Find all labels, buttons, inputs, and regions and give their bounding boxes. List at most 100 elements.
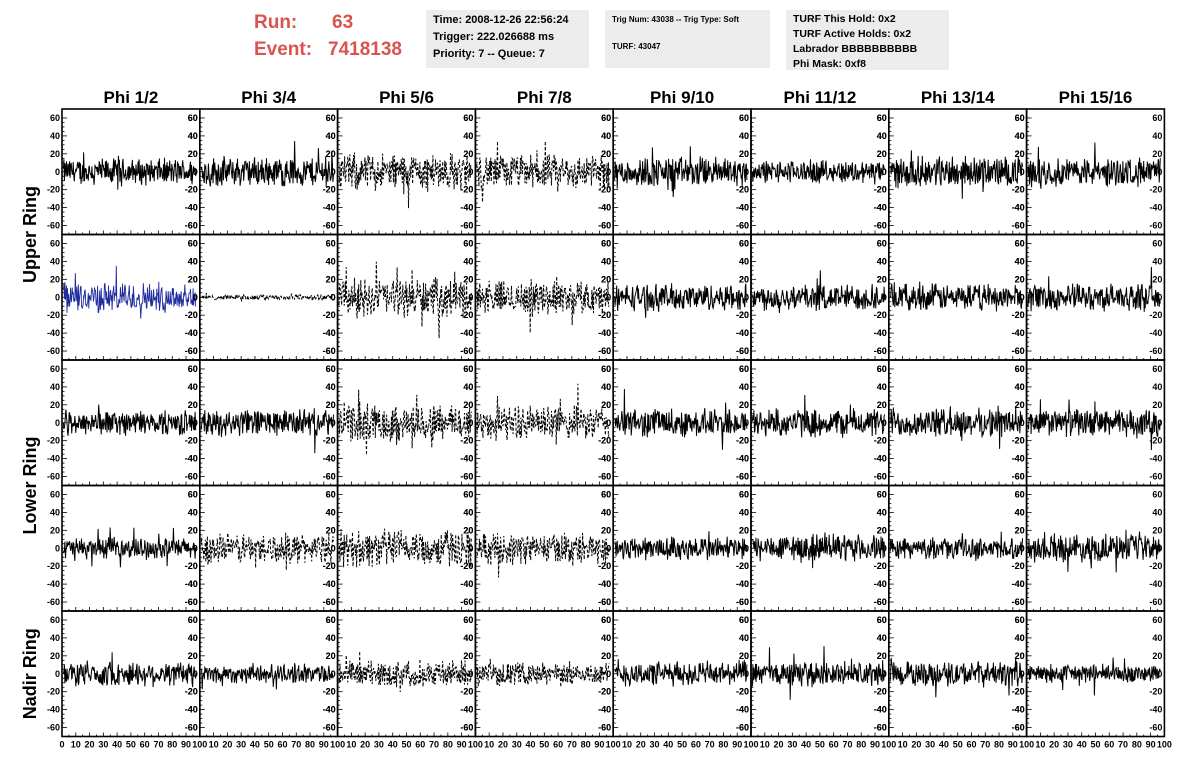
- y-tick-label: -20: [736, 310, 749, 320]
- y-tick-label-right: 20: [1015, 525, 1025, 535]
- y-tick-label-right: -60: [874, 472, 887, 482]
- y-tick-label-right: -40: [736, 328, 749, 338]
- y-tick-label: 60: [877, 113, 887, 123]
- x-tick-label: 90: [457, 740, 467, 750]
- panel-r2-c8: -60 -40 -20 0 20 40 60 -60 -40 -20 0 20 40 60: [1012, 233, 1166, 361]
- y-tick-label: 20: [50, 651, 60, 661]
- y-tick-label-right: 20: [188, 525, 198, 535]
- y-tick-label: -20: [323, 561, 336, 571]
- y-tick-label: 60: [50, 364, 60, 374]
- y-tick-label-right: -60: [1149, 346, 1162, 356]
- x-tick-label: 50: [539, 740, 549, 750]
- y-tick-label-right: 60: [601, 489, 611, 499]
- y-tick-label: 0: [1020, 543, 1025, 553]
- y-tick-label-right: -20: [460, 561, 473, 571]
- y-tick-label-right: -20: [185, 310, 198, 320]
- waveform-trace: [614, 283, 748, 318]
- turf-text: TURF: 43047: [612, 42, 661, 51]
- x-tick-label: 90: [594, 740, 604, 750]
- y-tick-label-right: 60: [326, 364, 336, 374]
- y-tick-label: -40: [47, 454, 60, 464]
- y-tick-label: -20: [736, 436, 749, 446]
- x-tick-label: 80: [856, 740, 866, 750]
- y-tick-label-right: 60: [188, 238, 198, 248]
- panel-r4-c1: -60 -40 -20 0 20 40 60 -60 -40 -20 0 20 40 60: [47, 484, 201, 612]
- y-tick-label: -60: [460, 723, 473, 733]
- y-tick-label: 60: [463, 489, 473, 499]
- y-tick-label: -40: [460, 705, 473, 715]
- y-tick-label: 20: [326, 149, 336, 159]
- y-tick-label: -20: [323, 310, 336, 320]
- y-tick-label: 40: [1015, 382, 1025, 392]
- y-tick-label-right: -20: [874, 310, 887, 320]
- y-tick-label-right: -20: [323, 561, 336, 571]
- y-tick-label-right: -40: [874, 705, 887, 715]
- y-tick-label-right: 20: [739, 525, 749, 535]
- y-tick-label: 60: [877, 489, 887, 499]
- y-tick-label: 60: [50, 489, 60, 499]
- y-tick-label-right: 40: [1152, 507, 1162, 517]
- y-tick-label-right: 40: [1015, 633, 1025, 643]
- y-tick-label-right: -40: [598, 203, 611, 213]
- y-tick-label-right: -20: [323, 310, 336, 320]
- x-tick-label: 10: [898, 740, 908, 750]
- x-tick-label: 20: [636, 740, 646, 750]
- y-tick-label: -60: [736, 346, 749, 356]
- y-tick-label-right: 20: [1015, 149, 1025, 159]
- y-tick-label-right: -40: [185, 203, 198, 213]
- y-tick-label-right: -60: [598, 723, 611, 733]
- column-header-3: Phi 5/6: [379, 88, 434, 107]
- x-tick-label: 50: [126, 740, 136, 750]
- y-tick-label-right: 60: [326, 238, 336, 248]
- event-label: Event:: [254, 39, 313, 60]
- trigger-text: Trigger: 222.026688 ms: [433, 31, 555, 43]
- y-tick-label-right: 40: [739, 507, 749, 517]
- y-tick-label-right: -40: [1149, 454, 1162, 464]
- waveform-trace: [1027, 657, 1161, 696]
- y-tick-label: 40: [188, 633, 198, 643]
- y-tick-label: 0: [1020, 292, 1025, 302]
- column-header-4: Phi 7/8: [517, 88, 572, 107]
- run-event-box: Run: 63 Event: 7418138: [248, 10, 418, 64]
- x-tick-label: 80: [305, 740, 315, 750]
- y-tick-label-right: 60: [877, 113, 887, 123]
- y-tick-label: 60: [601, 238, 611, 248]
- y-tick-label: 20: [1015, 525, 1025, 535]
- y-tick-label: 40: [877, 131, 887, 141]
- panel-r2-c6: -60 -40 -20 0 20 40 60 -60 -40 -20 0 20 40 60: [736, 233, 890, 361]
- y-tick-label: 0: [606, 669, 611, 679]
- y-tick-label-right: 0: [606, 669, 611, 679]
- x-tick-label: 100: [1019, 740, 1034, 750]
- x-tick-label: 80: [581, 740, 591, 750]
- y-tick-label: 60: [326, 238, 336, 248]
- waveform-trace: [338, 152, 472, 209]
- y-tick-label: 20: [739, 400, 749, 410]
- y-tick-label: -20: [323, 185, 336, 195]
- y-tick-label: -20: [874, 561, 887, 571]
- waveform-trace: [889, 531, 1023, 561]
- y-tick-label: -20: [460, 561, 473, 571]
- y-tick-label: -40: [460, 203, 473, 213]
- y-tick-label-right: 60: [1152, 113, 1162, 123]
- y-tick-label: -60: [598, 723, 611, 733]
- y-tick-label: -20: [874, 185, 887, 195]
- y-tick-label-right: -40: [460, 328, 473, 338]
- x-tick-label: 40: [526, 740, 536, 750]
- y-tick-label-right: -20: [323, 185, 336, 195]
- y-tick-label-right: 60: [739, 615, 749, 625]
- y-tick-label: 40: [739, 633, 749, 643]
- y-tick-label: -40: [185, 454, 198, 464]
- x-tick-label: 90: [181, 740, 191, 750]
- y-tick-label: 40: [739, 256, 749, 266]
- y-tick-label: -40: [460, 454, 473, 464]
- y-tick-label: 40: [50, 382, 60, 392]
- y-tick-label: 0: [55, 543, 60, 553]
- y-tick-label: 0: [468, 418, 473, 428]
- y-tick-label: 0: [55, 292, 60, 302]
- priority-text: Priority: 7 -- Queue: 7: [433, 48, 545, 60]
- y-tick-label-right: 20: [877, 525, 887, 535]
- waveform-trace: [751, 394, 886, 438]
- y-tick-label: 0: [882, 543, 887, 553]
- y-tick-label: -60: [185, 346, 198, 356]
